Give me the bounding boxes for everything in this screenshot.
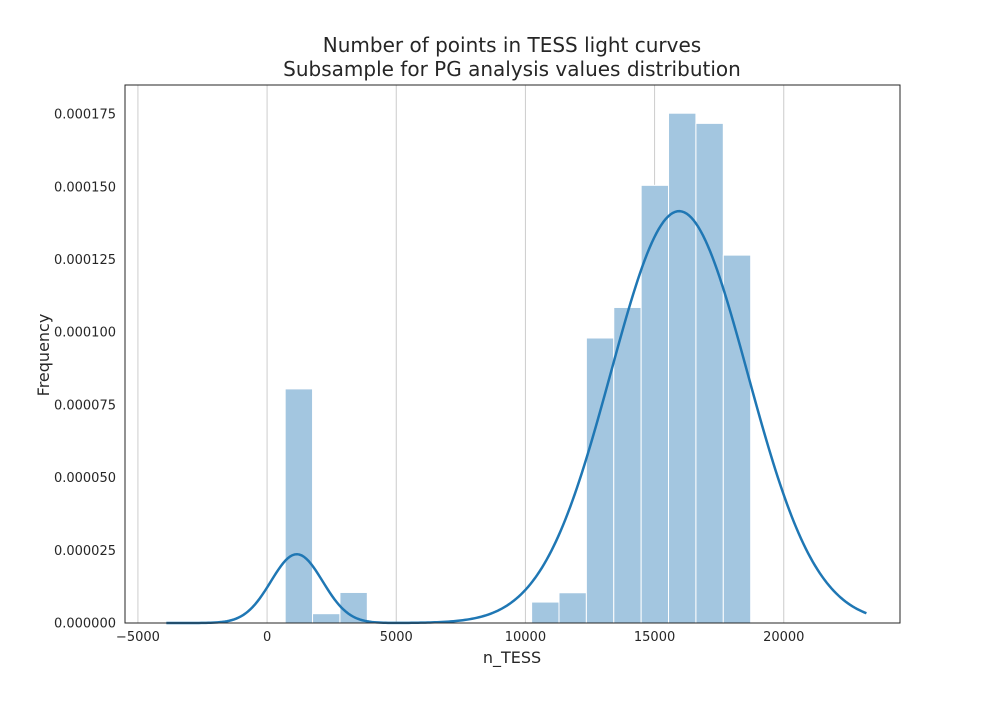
x-tick-label-5: 20000: [763, 630, 804, 645]
y-tick-label-2: 0.000050: [54, 471, 116, 486]
histogram-bar-2: [339, 591, 368, 624]
histogram-bar-4: [558, 592, 587, 624]
chart-subtitle: Subsample for PG analysis values distrib…: [283, 57, 741, 81]
histogram-bar-8: [668, 112, 697, 624]
y-axis-label: Frequency: [34, 314, 53, 397]
y-tick-label-5: 0.000125: [54, 253, 116, 268]
x-tick-label-0: −5000: [116, 630, 160, 645]
x-ticks: −5000 0 5000 10000 15000 20000: [116, 630, 805, 645]
histogram-bar-3: [531, 601, 560, 624]
y-tick-label-0: 0.000000: [54, 617, 116, 632]
histogram-bar-6: [613, 306, 642, 624]
x-tick-label-4: 15000: [634, 630, 675, 645]
y-tick-label-7: 0.000175: [54, 108, 116, 123]
x-tick-label-1: 0: [263, 630, 271, 645]
histogram-bar-10: [722, 254, 752, 624]
y-tick-label-3: 0.000075: [54, 398, 116, 413]
histogram-bar-9: [695, 122, 724, 624]
y-ticks: 0.000000 0.000025 0.000050 0.000075 0.000100…: [54, 108, 116, 632]
x-tick-label-2: 5000: [380, 630, 413, 645]
histogram-bars: [284, 112, 752, 624]
x-tick-label-3: 10000: [505, 630, 546, 645]
histogram-bar-7: [640, 184, 670, 624]
y-tick-label-6: 0.000150: [54, 180, 116, 195]
x-axis-label: n_TESS: [483, 648, 541, 668]
y-tick-label-4: 0.000100: [54, 326, 116, 341]
histogram-bar-1: [312, 613, 341, 624]
chart-title: Number of points in TESS light curves: [323, 33, 701, 57]
kde-curve: [166, 209, 867, 625]
y-tick-label-1: 0.000025: [54, 544, 116, 559]
kde-curve-layer: [166, 209, 867, 625]
plot-frame: [124, 84, 901, 624]
histogram-bar-0: [284, 388, 314, 624]
